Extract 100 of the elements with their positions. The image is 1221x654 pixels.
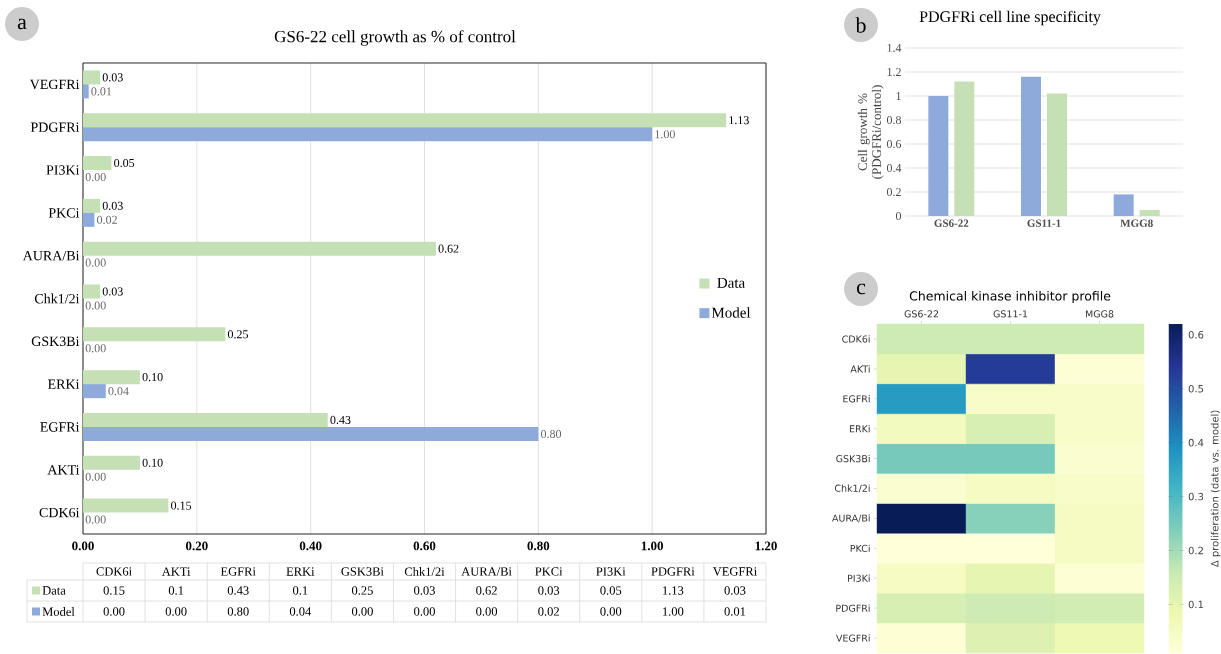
data-label: 0.10 <box>142 373 163 382</box>
x-tick-label: 0.80 <box>527 541 550 551</box>
category-label: EGFRi <box>220 567 256 576</box>
data-label: 0.00 <box>85 515 106 524</box>
text: 0.03 <box>414 586 435 595</box>
text: Data <box>42 586 66 595</box>
text: 0.04 <box>289 607 312 616</box>
x-tick-label: GS6-22 <box>904 310 939 318</box>
text: 0.00 <box>165 607 187 616</box>
bar <box>1047 93 1068 216</box>
data-label: 0.03 <box>102 287 123 296</box>
color-bar-label: 0.3 <box>1188 492 1204 501</box>
bar <box>1113 194 1134 216</box>
text: 0.00 <box>476 607 498 616</box>
category-label: VEGFRi <box>712 567 757 576</box>
y-tick-label: CDK6i <box>842 335 870 343</box>
color-bar-label: 0.2 <box>1188 546 1203 555</box>
y-tick-label: 1.2 <box>887 67 901 77</box>
category-label: CDK6i <box>96 567 132 576</box>
data-label: 0.03 <box>102 201 123 210</box>
category-label: ERKi <box>286 567 315 576</box>
y-tick-label: EGFRi <box>843 395 870 403</box>
color-bar-label: 0.1 <box>1188 600 1204 609</box>
y-tick-label: PKCi <box>48 208 80 218</box>
y-tick-label: ERKi <box>849 425 870 433</box>
y-tick-label: AURA/Bi <box>22 250 80 261</box>
data-label: 0.62 <box>438 244 459 253</box>
data-label: 1.00 <box>655 130 675 139</box>
data-label: 0.25 <box>227 330 249 339</box>
text: 0.80 <box>227 607 249 616</box>
y-tick-label: PDGFRi <box>836 604 870 612</box>
x-tick-label: MGG8 <box>1085 310 1114 318</box>
data-label: 0.03 <box>102 73 123 82</box>
text: 0.05 <box>600 586 622 595</box>
y-tick-label: ERKi <box>48 379 80 389</box>
category-label: PI3Ki <box>596 567 626 576</box>
y-tick-label: 1 <box>896 92 901 100</box>
y-tick-label: GSK3Bi <box>31 336 80 347</box>
data-label: 0.00 <box>85 172 106 182</box>
x-tick-label: 0.20 <box>185 541 208 551</box>
text: 0.00 <box>351 607 373 616</box>
bar <box>954 81 975 216</box>
text: b <box>855 17 866 33</box>
y-tick-label: PI3Ki <box>46 165 80 175</box>
y-tick-label: 0 <box>895 211 902 221</box>
category-label: AURA/Bi <box>461 567 512 576</box>
data-label: 0.43 <box>330 415 351 425</box>
y-tick-label: AKTi <box>47 465 80 475</box>
y-tick-label: VEGFRi <box>836 634 870 642</box>
text: 1.13 <box>663 586 684 595</box>
text: 0.01 <box>724 607 746 616</box>
text: 0.02 <box>538 607 559 616</box>
data-label: 0.00 <box>85 258 106 267</box>
y-tick-label: VEGFRi <box>29 79 80 90</box>
data-label: 0.00 <box>85 472 106 481</box>
x-tick-label: GS11-1 <box>993 310 1028 318</box>
x-tick-label: 1.00 <box>641 541 664 551</box>
y-tick-label: Chk1/2i <box>34 293 80 304</box>
data-label: 0.02 <box>97 215 117 224</box>
text: 0.00 <box>103 607 125 616</box>
x-tick-label: GS6-22 <box>934 219 969 227</box>
x-tick-label: 1.20 <box>755 541 777 551</box>
category-label: AKTi <box>161 567 191 576</box>
text: 0.43 <box>227 586 249 595</box>
y-tick-label: CDK6i <box>39 507 80 518</box>
color-bar-label: 0.5 <box>1188 384 1204 393</box>
y-tick-label: PKCi <box>850 544 870 552</box>
x-tick-label: MGG8 <box>1120 219 1153 227</box>
color-bar-label: 0.4 <box>1188 438 1204 447</box>
data-label: 0.01 <box>91 87 112 96</box>
legend-label: Model <box>711 307 751 318</box>
x-tick-label: 0.60 <box>413 541 436 551</box>
category-label: PDGFRi <box>651 567 695 576</box>
data-label: 0.04 <box>108 387 129 396</box>
y-tick-label: 1.4 <box>887 43 902 53</box>
x-tick-label: 0.40 <box>299 541 322 551</box>
y-tick-label: 0.8 <box>886 115 902 125</box>
y-tick-label: AURA/Bi <box>832 514 870 523</box>
color-bar-label: 0.6 <box>1188 331 1204 339</box>
text: 0.1 <box>292 586 308 595</box>
y-tick-label: 0.6 <box>886 139 902 149</box>
y-tick-label: PDGFRi <box>30 122 80 132</box>
text: 0.03 <box>538 586 560 595</box>
y-axis-title: Cell growth % (PDGFRi/control) <box>857 85 884 179</box>
chart-title: GS6-22 cell growth as % of control <box>274 30 516 46</box>
text: a <box>17 18 27 30</box>
text: 0.00 <box>600 607 622 616</box>
y-tick-label: GSK3Bi <box>836 454 870 463</box>
bar <box>928 95 949 216</box>
text: c <box>856 283 866 295</box>
y-tick-label: Chk1/2i <box>834 484 870 493</box>
text: 0.25 <box>351 586 373 595</box>
y-tick-label: PI3Ki <box>847 574 870 582</box>
legend-label: Data <box>717 277 745 288</box>
category-label: GSK3Bi <box>341 567 384 576</box>
x-tick-label: GS11-1 <box>1027 219 1061 227</box>
x-tick-label: 0.00 <box>72 541 94 551</box>
data-label: 1.13 <box>729 116 749 125</box>
text: 1.00 <box>663 607 684 616</box>
text: 0.1 <box>168 586 184 595</box>
